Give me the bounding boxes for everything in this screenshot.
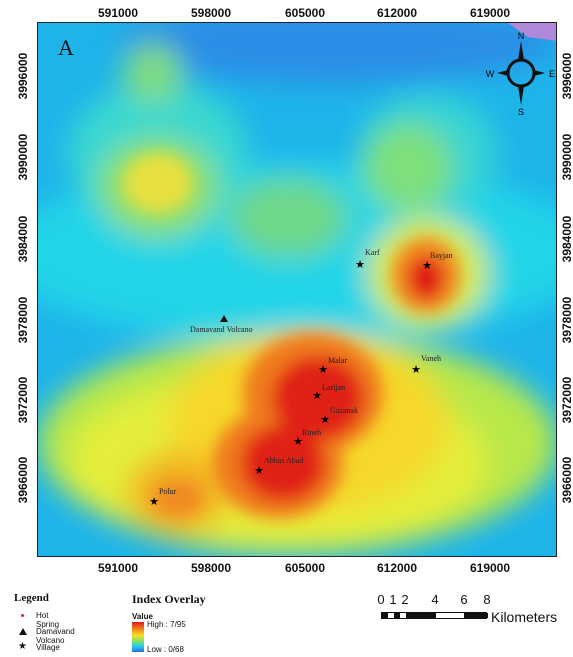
legend-item-volcano: Damavand Volcano [14,627,75,645]
triangle-icon [19,628,27,635]
scale-number: 4 [431,592,439,607]
compass-n: N [518,31,525,41]
y-tick-right: 3972000 [560,376,573,424]
heat-layer-core [123,153,461,518]
y-tick-right: 3966000 [560,456,573,504]
y-tick-right: 3990000 [560,133,573,181]
scale-number: 0 [377,592,385,607]
scale-number: 8 [483,592,491,607]
x-tick-top: 605000 [284,6,326,20]
village-malar[interactable]: ★ Malar [318,356,347,376]
y-tick-left: 3984000 [16,215,30,263]
scale-number: 2 [401,592,409,607]
corner-patch [508,23,556,41]
village-vaneh[interactable]: ★ Vaneh [411,354,441,376]
village-bayjan[interactable]: ★ Bayjan [422,251,453,272]
x-tick-bottom: 605000 [284,561,326,575]
village-karf[interactable]: ★ Karf [355,248,380,271]
scale-track [381,612,488,619]
place-markers: ★ Karf ★ Bayjan Damavand Volcano ★ Malar… [149,248,453,508]
village-larijan[interactable]: ★ Larijan [312,383,345,402]
village-abbas-abad[interactable]: ★ Abbas Abad [254,456,303,477]
scale-number: 1 [389,592,397,607]
place-label: Gazanak [330,406,358,415]
star-icon: ★ [293,436,303,448]
overlay-title: Index Overlay [132,592,206,606]
triangle-icon [220,315,228,322]
overlay-high: High : 7/95 [147,620,186,629]
y-tick-left: 3978000 [16,296,30,344]
compass-arrow-south [518,86,524,105]
compass-rose: N S W E [486,31,555,117]
star-icon: ★ [312,390,322,402]
place-label: Karf [365,248,380,257]
place-label: Rineh [302,428,321,437]
y-tick-right: 3996000 [560,52,573,100]
legend: Legend Hot Spring Damavand Volcano ★ Vil… [14,592,75,655]
y-tick-right: 3984000 [560,215,573,263]
star-icon: ★ [411,364,421,376]
heatmap-surface: ★ Karf ★ Bayjan Damavand Volcano ★ Malar… [38,23,556,556]
village-rineh[interactable]: ★ Rineh [293,428,321,448]
y-tick-left: 3972000 [16,376,30,424]
y-tick-left: 3990000 [16,133,30,181]
place-label: Larijan [322,383,345,392]
star-icon: ★ [149,496,159,508]
color-ramp [132,622,144,652]
place-label: Bayjan [430,251,453,260]
dot-icon [21,614,24,617]
legend-title: Legend [14,592,49,604]
legend-label: Hot Spring [36,611,60,629]
x-tick-bottom: 612000 [376,561,418,575]
village-polur[interactable]: ★ Polur [149,487,177,508]
place-label: Polur [159,487,177,496]
y-tick-left: 3966000 [16,456,30,504]
x-tick-bottom: 598000 [190,561,232,575]
star-icon: ★ [18,641,27,652]
star-icon: ★ [318,364,328,376]
village-gazanak[interactable]: ★ Gazanak [320,406,358,426]
x-tick-top: 619000 [469,6,511,20]
compass-arrow-north [518,41,524,60]
star-icon: ★ [422,260,432,272]
legend-item-village: ★ Village [14,641,60,655]
compass-e: E [549,69,555,79]
x-tick-top: 612000 [376,6,418,20]
compass-arrow-west [497,70,508,76]
star-icon: ★ [320,414,330,426]
y-tick-left: 3996000 [16,52,30,100]
compass-w: W [486,69,495,79]
scale-number: 6 [460,592,468,607]
y-tick-right: 3978000 [560,296,573,344]
star-icon: ★ [254,465,264,477]
x-tick-bottom: 619000 [469,561,511,575]
x-tick-top: 591000 [97,6,139,20]
overlay-legend: Index Overlay Value High : 7/95 Low : 0/… [132,592,206,655]
scale-bar: 0 1 2 4 6 8 Kilometers [377,592,568,632]
place-label: Abbas Abad [264,456,303,465]
place-label: Malar [328,356,347,365]
x-tick-bottom: 591000 [97,561,139,575]
volcano-damavand[interactable]: Damavand Volcano [190,315,253,334]
overlay-value-label: Value [132,612,153,621]
map-frame[interactable]: ★ Karf ★ Bayjan Damavand Volcano ★ Malar… [37,22,557,557]
overlay-low: Low : 0/68 [147,645,184,654]
compass-s: S [518,107,524,117]
compass-arrow-east [534,70,545,76]
scale-unit: Kilometers [491,609,558,625]
place-label: Damavand Volcano [190,325,253,334]
legend-label: Village [36,643,60,652]
place-label: Vaneh [421,354,441,363]
star-icon: ★ [355,259,365,271]
legend-item-hot-spring: Hot Spring [14,611,59,629]
legend-label: Damavand Volcano [36,627,75,645]
x-tick-top: 598000 [190,6,232,20]
panel-letter: A [58,35,74,60]
